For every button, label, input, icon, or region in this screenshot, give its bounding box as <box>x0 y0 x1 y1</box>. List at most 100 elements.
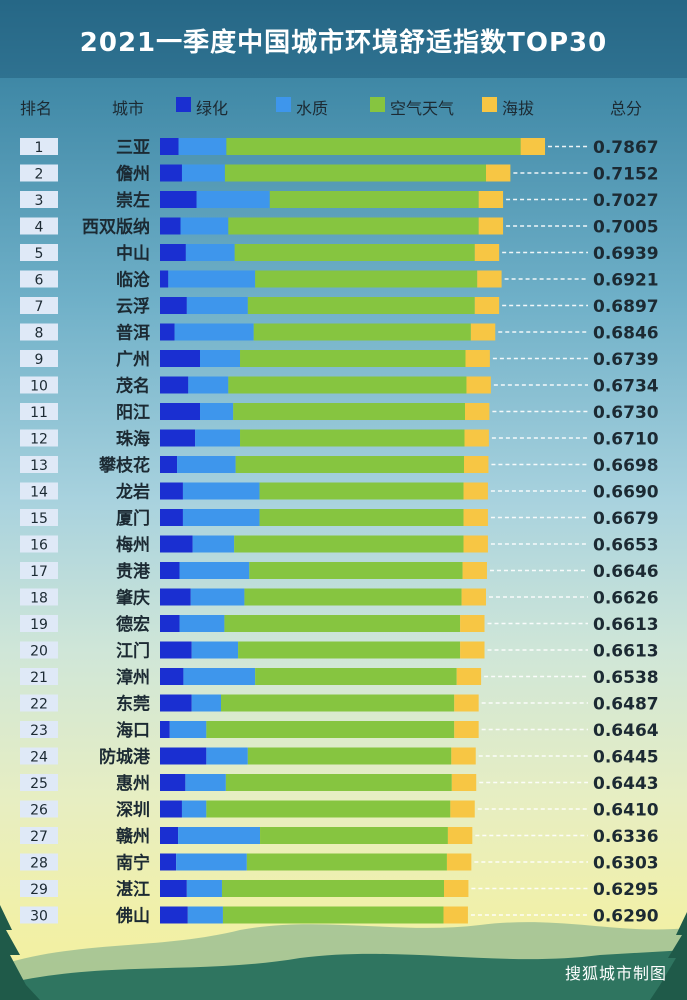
city-label: 海口 <box>116 720 150 741</box>
total-score: 0.6295 <box>593 880 659 900</box>
total-score: 0.6653 <box>593 536 659 556</box>
rank-label: 4 <box>35 220 44 236</box>
bar-segment-water <box>169 721 207 738</box>
bar-segment-altitude <box>464 429 489 447</box>
bar-segment-greening <box>160 297 187 314</box>
bar-segment-air <box>221 880 445 897</box>
total-score: 0.6710 <box>593 430 659 450</box>
rank-label: 6 <box>35 273 44 289</box>
total-score: 0.7027 <box>593 191 659 211</box>
bar-segment-air <box>247 747 452 765</box>
city-label: 东莞 <box>116 694 150 715</box>
city-label: 惠州 <box>116 773 150 794</box>
total-score: 0.6445 <box>593 748 659 768</box>
city-label: 南宁 <box>116 853 150 874</box>
city-label: 龙岩 <box>115 482 150 503</box>
bar-segment-altitude <box>520 138 546 155</box>
city-label: 珠海 <box>116 429 150 450</box>
legend-swatch-air <box>370 97 385 112</box>
bar-segment-greening <box>160 668 184 685</box>
rank-box <box>20 323 58 341</box>
bar-segment-water <box>183 668 256 685</box>
rank-label: 30 <box>30 909 48 925</box>
total-score: 0.6734 <box>593 377 659 397</box>
total-score: 0.7867 <box>593 138 659 158</box>
rank-box <box>20 641 58 659</box>
bar-segment-greening <box>160 191 197 208</box>
bar-segment-altitude <box>447 827 473 844</box>
rank-box <box>20 615 58 632</box>
rank-label: 18 <box>30 591 48 607</box>
total-score: 0.6538 <box>593 668 659 688</box>
rank-label: 25 <box>30 776 48 792</box>
total-score: 0.6698 <box>593 456 659 476</box>
city-label: 崇左 <box>116 190 150 211</box>
total-score: 0.6410 <box>593 801 659 821</box>
city-label: 阳江 <box>116 403 150 423</box>
bar-segment-water <box>182 482 260 500</box>
bar-segment-air <box>240 350 466 367</box>
bar-segment-air <box>206 721 455 738</box>
bar-segment-greening <box>160 747 207 765</box>
rank-box <box>20 562 58 579</box>
bar-segment-greening <box>160 403 201 420</box>
total-score: 0.6846 <box>593 324 659 344</box>
bar-segment-air <box>259 509 464 526</box>
bar-segment-air <box>255 668 457 685</box>
rank-label: 21 <box>30 670 48 686</box>
bar-segment-greening <box>160 562 180 579</box>
bar-segment-greening <box>160 827 179 844</box>
bar-segment-altitude <box>460 641 485 659</box>
city-label: 普洱 <box>116 323 150 344</box>
bar-segment-altitude <box>451 774 477 791</box>
total-score: 0.6443 <box>593 774 659 794</box>
rank-label: 22 <box>30 697 48 713</box>
bar-segment-water <box>179 615 225 632</box>
rank-box <box>20 774 58 791</box>
total-score: 0.6939 <box>593 244 659 264</box>
rank-label: 5 <box>35 246 44 262</box>
rank-box <box>20 482 58 500</box>
rank-box <box>20 827 58 844</box>
total-score: 0.6336 <box>593 827 659 847</box>
rank-box <box>20 880 58 897</box>
total-header: 总分 <box>610 99 643 118</box>
rank-label: 19 <box>30 617 48 633</box>
city-label: 儋州 <box>116 164 150 185</box>
bar-segment-water <box>179 562 250 579</box>
bar-segment-greening <box>160 164 182 182</box>
bar-segment-water <box>196 191 270 208</box>
total-score: 0.6730 <box>593 403 659 423</box>
bar-segment-altitude <box>474 244 500 261</box>
rank-label: 9 <box>35 352 44 368</box>
rank-box <box>20 217 58 235</box>
bar-segment-air <box>224 164 486 182</box>
bar-segment-altitude <box>466 376 491 394</box>
bar-segment-air <box>247 297 475 314</box>
rank-box <box>20 403 58 420</box>
title-bar <box>0 0 687 78</box>
bar-segment-air <box>244 588 462 606</box>
city-label: 江门 <box>116 641 150 662</box>
rank-label: 15 <box>30 511 48 527</box>
total-score: 0.6613 <box>593 642 659 662</box>
bar-segment-water <box>206 747 248 765</box>
bar-segment-greening <box>160 800 182 818</box>
city-label: 漳州 <box>116 667 150 688</box>
bar-segment-air <box>221 694 455 712</box>
city-label: 云浮 <box>116 296 150 317</box>
bar-segment-water <box>178 827 261 844</box>
rank-box <box>20 270 58 288</box>
city-label: 梅州 <box>116 535 150 556</box>
bar-segment-altitude <box>478 191 504 208</box>
legend-swatch-altitude <box>482 97 497 112</box>
total-score: 0.7152 <box>593 165 659 185</box>
rank-box <box>20 456 58 473</box>
rank-label: 29 <box>30 882 48 898</box>
rank-label: 26 <box>30 803 48 819</box>
bar-segment-water <box>182 509 260 526</box>
total-score: 0.6464 <box>593 721 659 741</box>
city-label: 攀枝花 <box>98 455 150 476</box>
bar-segment-greening <box>160 588 191 606</box>
bar-segment-altitude <box>464 456 489 473</box>
